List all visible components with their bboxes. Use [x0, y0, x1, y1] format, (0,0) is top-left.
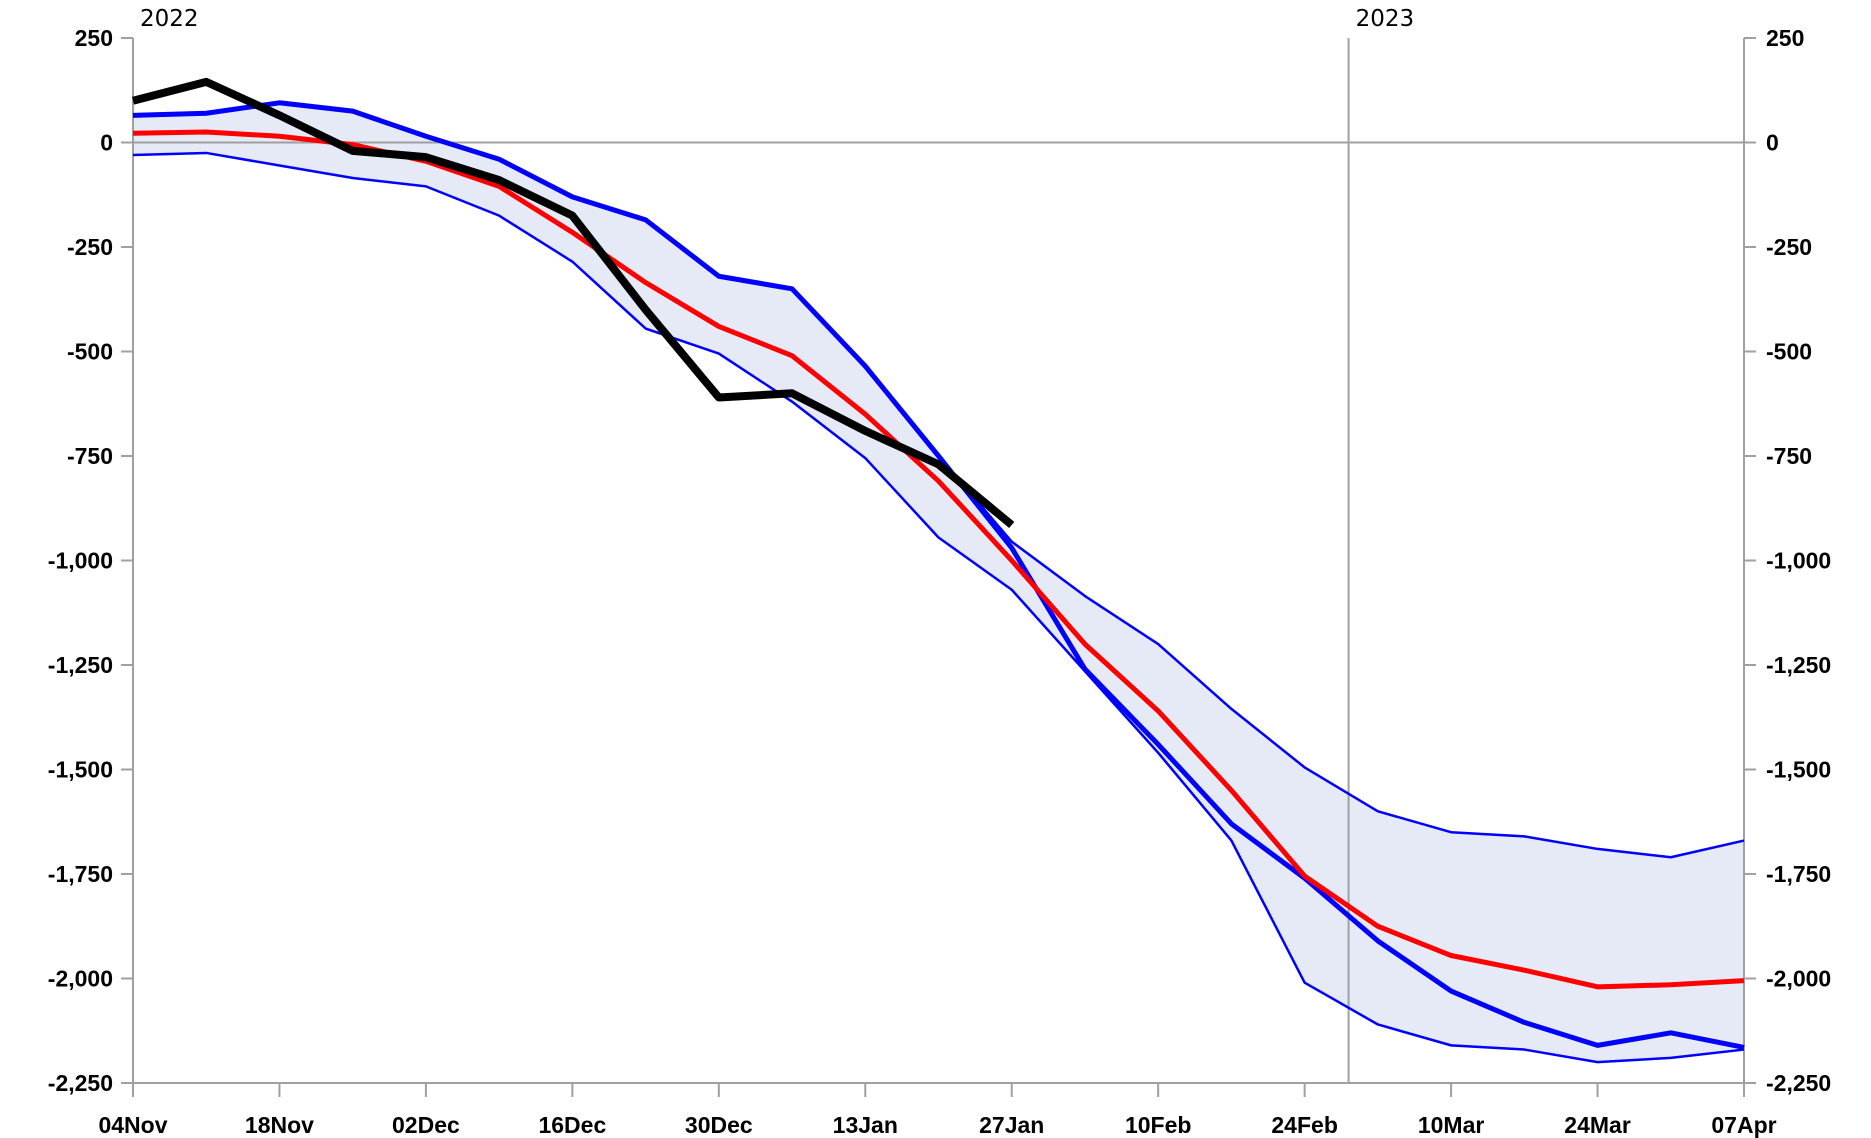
x-tick-label: 16Dec [538, 1112, 606, 1138]
x-tick-label: 24Mar [1564, 1112, 1631, 1138]
y-tick-label-left: -1,500 [48, 757, 113, 783]
x-tick-label: 27Jan [979, 1112, 1044, 1138]
x-tick-label: 30Dec [685, 1112, 753, 1138]
y-tick-label-right: -1,750 [1766, 861, 1831, 887]
y-tick-label-right: -1,500 [1766, 757, 1831, 783]
y-tick-label-right: -750 [1766, 443, 1812, 469]
x-tick-label: 24Feb [1271, 1112, 1337, 1138]
series-lines [132, 77, 1745, 1064]
bold-blue-series-line [132, 100, 1745, 1050]
year-label: 2023 [1356, 6, 1415, 32]
x-tick-label: 02Dec [392, 1112, 460, 1138]
y-tick-label-right: -2,250 [1766, 1070, 1831, 1096]
y-tick-label-left: -750 [67, 443, 113, 469]
y-tick-label-right: -250 [1766, 234, 1812, 260]
range-band-fill [133, 102, 1744, 1063]
y-tick-label-left: -250 [67, 234, 113, 260]
x-tick-label: 07Apr [1711, 1112, 1776, 1138]
y-tick-label-right: 250 [1766, 25, 1804, 51]
y-tick-label-left: -1,750 [48, 861, 113, 887]
axes [121, 37, 1756, 1097]
y-tick-label-right: -500 [1766, 339, 1812, 365]
y-tick-label-right: -2,000 [1766, 966, 1831, 992]
y-tick-label-left: -500 [67, 339, 113, 365]
x-tick-label: 18Nov [245, 1112, 314, 1138]
y-tick-label-left: 0 [100, 130, 113, 156]
y-tick-label-left: -2,000 [48, 966, 113, 992]
current-series-line [132, 77, 1015, 529]
x-tick-label: 13Jan [833, 1112, 898, 1138]
range-band [133, 102, 1744, 1063]
x-tick-label: 10Mar [1418, 1112, 1485, 1138]
tick-labels: 250 250 0 0 -250 -250 -500 -500 -750 -750 -1,000 -1… [48, 6, 1831, 1138]
year-label: 2022 [140, 6, 199, 32]
y-tick-label-right: -1,000 [1766, 548, 1831, 574]
y-tick-label-left: -1,000 [48, 548, 113, 574]
y-tick-label-left: -1,250 [48, 652, 113, 678]
y-tick-label-left: -2,250 [48, 1070, 113, 1096]
y-tick-label-right: 0 [1766, 130, 1779, 156]
x-tick-label: 10Feb [1125, 1112, 1191, 1138]
y-tick-label-right: -1,250 [1766, 652, 1831, 678]
range-lower-envelope-line [132, 151, 1745, 1064]
x-tick-label: 04Nov [98, 1112, 167, 1138]
y-tick-label-left: 250 [75, 25, 113, 51]
